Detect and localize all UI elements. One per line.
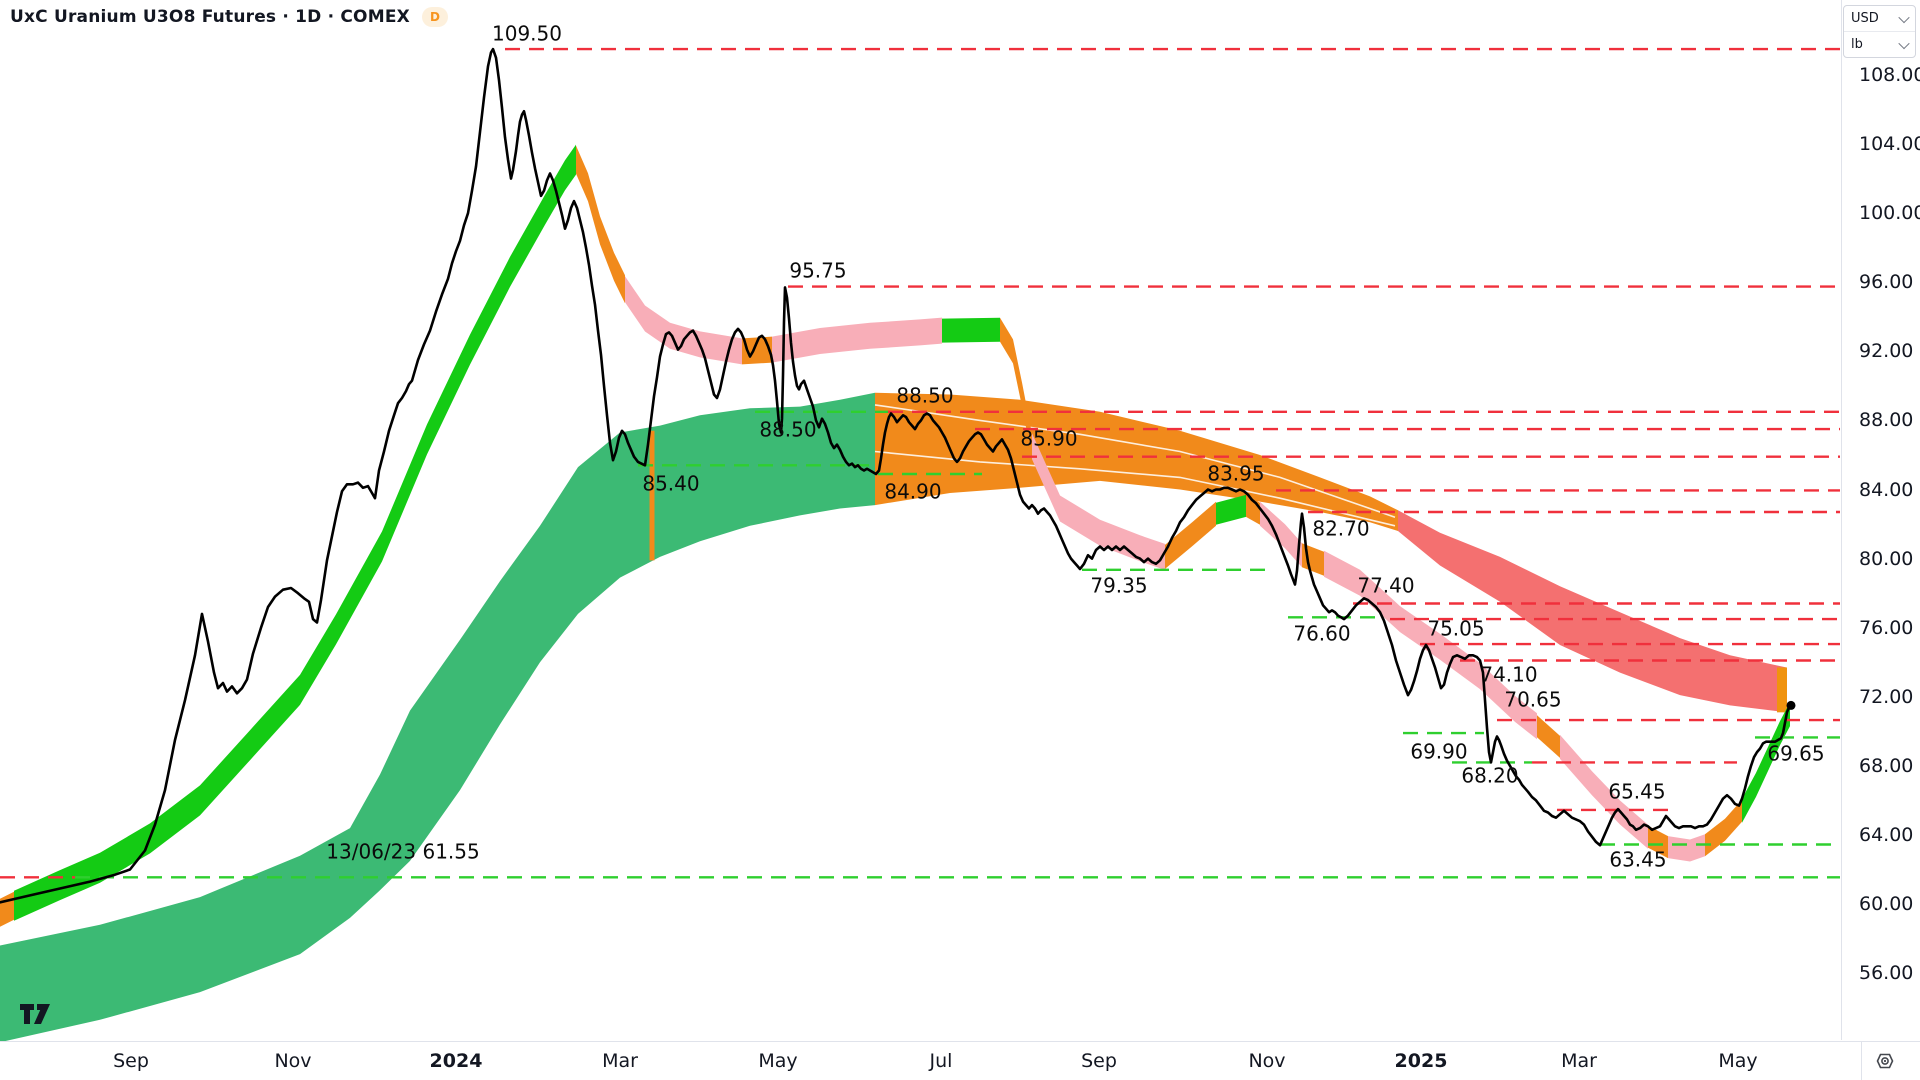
y-axis-label: 64.00 [1859,823,1914,846]
level-label: 63.45 [1609,848,1666,872]
x-axis-label: May [1718,1050,1758,1072]
fast-ribbon [0,144,1790,927]
unit-selector: USD lb [1843,5,1916,58]
unit-select[interactable]: lb [1844,31,1915,57]
settings-icon [1876,1053,1894,1069]
x-axis-label: Sep [1081,1050,1117,1072]
time-axis[interactable]: Sep Nov 2024 Mar May Jul Sep Nov 2025 Mar May [0,1041,1920,1080]
x-axis-label: Nov [274,1050,312,1072]
y-axis-label: 96.00 [1859,271,1914,294]
level-label: 69.90 [1410,740,1467,764]
level-label: 70.65 [1504,688,1561,712]
y-axis-label: 76.00 [1859,616,1914,639]
y-axis-label: 88.00 [1859,409,1914,432]
support-levels [75,410,1840,879]
y-axis-label: 80.00 [1859,547,1914,570]
x-axis-label: Mar [602,1050,638,1072]
level-label: 88.50 [759,418,816,442]
currency-select[interactable]: USD [1844,6,1915,31]
x-axis-label: Nov [1248,1050,1286,1072]
axis-corner-divider [1861,1041,1862,1080]
level-label: 85.90 [1020,427,1077,451]
y-axis-label: 100.00 [1859,202,1920,225]
price-annotations: 109.50 95.75 88.50 85.90 83.95 82.70 77.40 75.0… [326,22,1824,872]
unit-value: lb [1851,37,1863,52]
price-line [0,47,1796,904]
interval-badge[interactable]: D [421,7,448,27]
y-axis-label: 60.00 [1859,893,1914,916]
level-label: 84.90 [884,480,941,504]
last-price-dot [1786,700,1796,710]
x-axis-label: Sep [113,1050,149,1072]
chevron-down-icon [1898,11,1910,23]
tradingview-logo[interactable] [18,1000,52,1028]
settings-button[interactable] [1872,1048,1898,1074]
level-label: 68.20 [1461,764,1518,788]
current-bar-highlight [1777,667,1787,713]
x-axis-label: May [758,1050,798,1072]
level-label: 74.10 [1480,663,1537,687]
chevron-down-icon [1898,37,1910,49]
level-label: 75.05 [1427,617,1484,641]
x-axis-label: Mar [1561,1050,1597,1072]
level-label: 109.50 [492,22,562,46]
level-label: 69.65 [1767,742,1824,766]
y-axis-label: 84.00 [1859,478,1914,501]
level-label: 95.75 [789,259,846,283]
resistance-levels [0,47,1840,879]
level-label: 65.45 [1608,780,1665,804]
symbol-title[interactable]: UxC Uranium U3O8 Futures · 1D · COMEX [10,7,410,27]
symbol-header: UxC Uranium U3O8 Futures · 1D · COMEX D [10,7,448,27]
slow-ribbon-band [0,392,1787,1043]
y-axis-label: 92.00 [1859,340,1914,363]
level-label: 82.70 [1312,517,1369,541]
level-label: 88.50 [896,384,953,408]
y-axis-label: 104.00 [1859,133,1920,156]
level-label: 85.40 [642,472,699,496]
level-label: 76.60 [1293,622,1350,646]
level-label: 77.40 [1357,574,1414,598]
x-axis-label: Jul [929,1050,953,1072]
price-axis[interactable]: 108.00 104.00 100.00 96.00 92.00 88.00 84.00 80… [1841,0,1920,1040]
level-label: 79.35 [1090,574,1147,598]
x-axis-label: 2024 [429,1050,483,1072]
level-label: 83.95 [1207,462,1264,486]
y-axis-label: 72.00 [1859,685,1914,708]
x-axis-label: 2025 [1394,1050,1448,1072]
y-axis-label: 108.00 [1859,64,1920,86]
level-label: 13/06/23 61.55 [326,840,479,864]
currency-value: USD [1851,11,1879,26]
y-axis-label: 68.00 [1859,754,1914,777]
y-axis-label: 56.00 [1859,962,1914,985]
